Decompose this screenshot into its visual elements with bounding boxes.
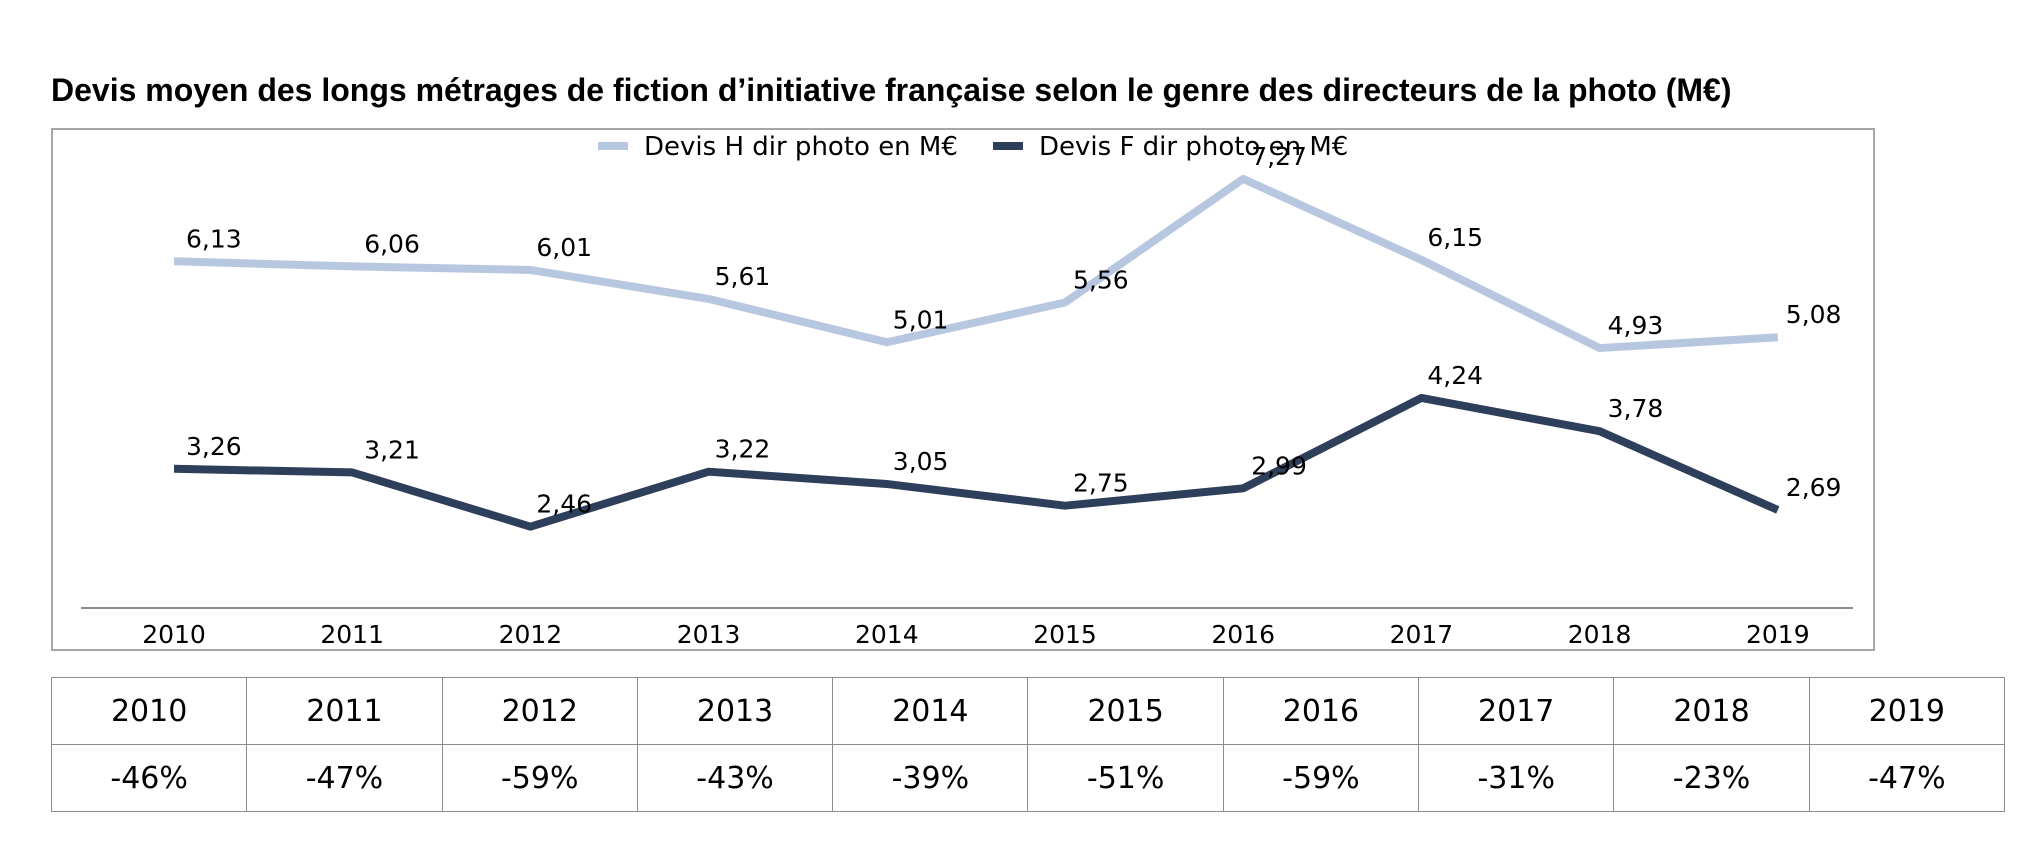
table-value-row: -46% -47% -59% -43% -39% -51% -59% -31% -23% -47% — [50, 744, 2006, 812]
data-label: 6,01 — [536, 233, 592, 262]
data-label: 3,21 — [364, 435, 420, 464]
data-label: 2,46 — [536, 490, 592, 519]
data-label: 4,93 — [1608, 311, 1664, 340]
data-label: 2,75 — [1073, 469, 1129, 498]
ratio-table: 2010 2011 2012 2013 2014 2015 2016 2017 2018 2019… — [50, 677, 2006, 812]
table-value-cell: -46% — [50, 744, 248, 812]
table-value-cell: -59% — [1222, 744, 1420, 812]
series-line — [173, 393, 1780, 531]
table-year-cell: 2014 — [832, 677, 1029, 745]
table-year-cell: 2010 — [50, 677, 248, 745]
data-label: 3,05 — [893, 447, 949, 476]
data-label: 6,06 — [364, 229, 420, 258]
x-tick-label: 2019 — [1746, 620, 1810, 649]
data-label: 6,15 — [1427, 223, 1483, 252]
table-value-cell: -51% — [1027, 744, 1224, 812]
data-label: 6,13 — [186, 224, 242, 253]
table-year-cell: 2017 — [1418, 677, 1615, 745]
data-label: 5,61 — [715, 262, 771, 291]
table-year-cell: 2012 — [441, 677, 638, 745]
data-label: 2,99 — [1251, 451, 1307, 480]
data-label: 3,22 — [715, 435, 771, 464]
data-label: 7,27 — [1251, 142, 1307, 171]
x-tick-label: 2010 — [142, 620, 206, 649]
data-label: 5,08 — [1786, 300, 1842, 329]
table-value-cell: -23% — [1613, 744, 1810, 812]
data-label: 3,26 — [186, 432, 242, 461]
data-label: 4,24 — [1427, 361, 1483, 390]
table-year-cell: 2011 — [246, 677, 443, 745]
table-year-row: 2010 2011 2012 2013 2014 2015 2016 2017 2018 2019 — [50, 677, 2006, 745]
legend-label: Devis H dir photo en M€ — [644, 132, 958, 162]
line-chart: 2010 2011 2012 2013 2014 2015 2016 2017 2018 2019… — [81, 132, 1853, 649]
table-year-cell: 2019 — [1808, 677, 2006, 745]
chart-title: Devis moyen des longs métrages de fictio… — [51, 72, 1732, 108]
legend-label: Devis F dir photo en M€ — [1039, 132, 1348, 162]
x-tick-label: 2013 — [677, 620, 741, 649]
chart-frame: 2010 2011 2012 2013 2014 2015 2016 2017 2018 2019… — [51, 128, 1875, 651]
data-label: 5,01 — [893, 305, 949, 334]
table-value-cell: -39% — [832, 744, 1029, 812]
data-label: 5,56 — [1073, 266, 1129, 295]
x-tick-label: 2018 — [1568, 620, 1632, 649]
table-year-cell: 2015 — [1027, 677, 1224, 745]
x-tick-label: 2016 — [1211, 620, 1275, 649]
x-tick-label: 2012 — [499, 620, 563, 649]
x-tick-label: 2014 — [855, 620, 919, 649]
data-label: 3,78 — [1608, 394, 1664, 423]
data-label: 2,69 — [1786, 473, 1842, 502]
x-tick-label: 2015 — [1033, 620, 1097, 649]
x-tick-label: 2011 — [320, 620, 384, 649]
table-value-cell: -47% — [1808, 744, 2006, 812]
series-line — [173, 174, 1779, 353]
table-value-cell: -47% — [246, 744, 443, 812]
x-tick-label: 2017 — [1390, 620, 1454, 649]
table-value-cell: -31% — [1418, 744, 1615, 812]
table-value-cell: -43% — [636, 744, 834, 812]
table-year-cell: 2018 — [1613, 677, 1810, 745]
table-year-cell: 2016 — [1222, 677, 1420, 745]
table-value-cell: -59% — [441, 744, 638, 812]
table-year-cell: 2013 — [636, 677, 834, 745]
